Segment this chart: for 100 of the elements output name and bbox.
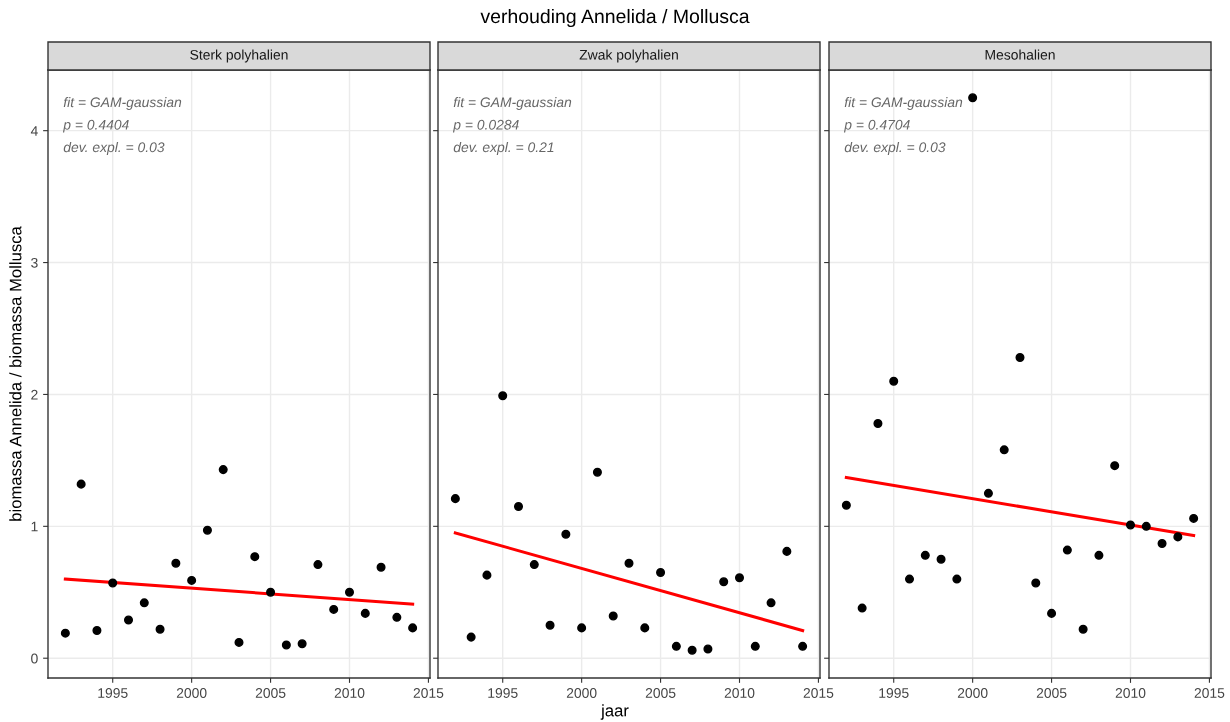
point (1189, 513, 1199, 523)
x-tick-label: 2010 (334, 688, 365, 698)
point (608, 611, 618, 621)
point (873, 418, 883, 428)
point (1125, 520, 1136, 530)
point (968, 93, 978, 103)
x-tick-label: 1995 (879, 688, 909, 698)
point (999, 445, 1009, 455)
point (640, 623, 650, 633)
point (889, 376, 899, 386)
point (766, 598, 776, 608)
point (187, 575, 197, 585)
point (529, 560, 539, 570)
x-tick-label: 2000 (566, 688, 597, 698)
point (408, 623, 418, 633)
point (561, 529, 571, 539)
x-tick-label: 2000 (176, 688, 207, 698)
x-tick-label: 2005 (1036, 688, 1067, 698)
x-axis-title: jaar (600, 704, 629, 720)
point (466, 632, 476, 642)
point (250, 552, 260, 562)
point (108, 578, 118, 588)
chart-subtitle: Mesohalien (985, 49, 1055, 60)
point (936, 554, 946, 564)
chart-title: verhouding Annelida / Mollusca (480, 8, 750, 28)
point (671, 641, 681, 651)
point (624, 558, 634, 568)
point (1094, 550, 1104, 560)
point (1062, 545, 1072, 555)
point (218, 465, 228, 475)
point (513, 502, 524, 512)
x-tick-label: 2015 (1194, 688, 1225, 698)
y-axis-title: biomassa Annelida / biomassa Mollusca (9, 226, 22, 521)
point (498, 391, 508, 401)
point (1110, 461, 1120, 471)
point (687, 645, 697, 655)
point (703, 644, 713, 654)
chart-subtitle: Sterk polyhalien (190, 49, 288, 63)
point (482, 570, 492, 580)
annotation: p = 0.0284 (452, 119, 519, 133)
x-tick-label: 1995 (98, 688, 128, 698)
point (360, 608, 370, 618)
y-tick-label: 2 (31, 389, 38, 400)
x-tick-label: 2005 (255, 688, 286, 698)
point (1031, 578, 1041, 588)
point (1157, 538, 1167, 548)
point (1173, 532, 1183, 542)
point (155, 624, 165, 634)
annotation: fit = GAM-gaussian (63, 96, 182, 110)
y-tick-label: 3 (31, 257, 38, 268)
annotation: fit = GAM-gaussian (844, 96, 963, 110)
point (202, 525, 212, 535)
annotation: p = 0.4704 (843, 119, 910, 133)
point (329, 604, 339, 614)
y-tick-label: 1 (31, 521, 38, 532)
y-tick-label: 0 (31, 653, 38, 664)
point (1047, 608, 1057, 618)
point (592, 467, 602, 477)
point (313, 560, 323, 570)
point (171, 558, 181, 568)
point (656, 567, 666, 578)
point (281, 640, 291, 650)
point (297, 639, 307, 649)
point (1141, 521, 1151, 531)
annotation: p = 0.4404 (62, 119, 129, 133)
point (392, 612, 402, 622)
point (92, 626, 102, 636)
point (841, 500, 851, 510)
point (376, 562, 386, 572)
y-tick-label: 4 (30, 126, 38, 136)
point (545, 620, 555, 630)
x-tick-label: 2010 (1115, 688, 1146, 698)
annotation: dev. expl. = 0.03 (63, 141, 165, 155)
point (577, 623, 587, 633)
point (798, 641, 808, 651)
point (857, 603, 867, 613)
point (782, 546, 792, 556)
point (734, 573, 745, 583)
point (60, 628, 70, 638)
point (234, 637, 244, 647)
x-tick-label: 2000 (957, 688, 988, 698)
point (983, 488, 993, 498)
point (123, 615, 134, 625)
point (344, 587, 355, 597)
annotation: fit = GAM-gaussian (453, 96, 572, 110)
point (904, 574, 915, 584)
point (76, 479, 86, 489)
annotation: dev. expl. = 0.21 (453, 141, 554, 155)
point (139, 598, 149, 608)
point (750, 641, 760, 651)
x-tick-label: 2015 (413, 688, 444, 698)
point (450, 494, 460, 504)
annotation: dev. expl. = 0.03 (844, 141, 946, 155)
point (920, 550, 930, 560)
point (952, 574, 962, 584)
point (719, 577, 729, 587)
point (1015, 352, 1025, 363)
x-tick-label: 2010 (724, 688, 755, 698)
x-tick-label: 1995 (488, 688, 518, 698)
chart-subtitle: Zwak polyhalien (579, 49, 678, 63)
